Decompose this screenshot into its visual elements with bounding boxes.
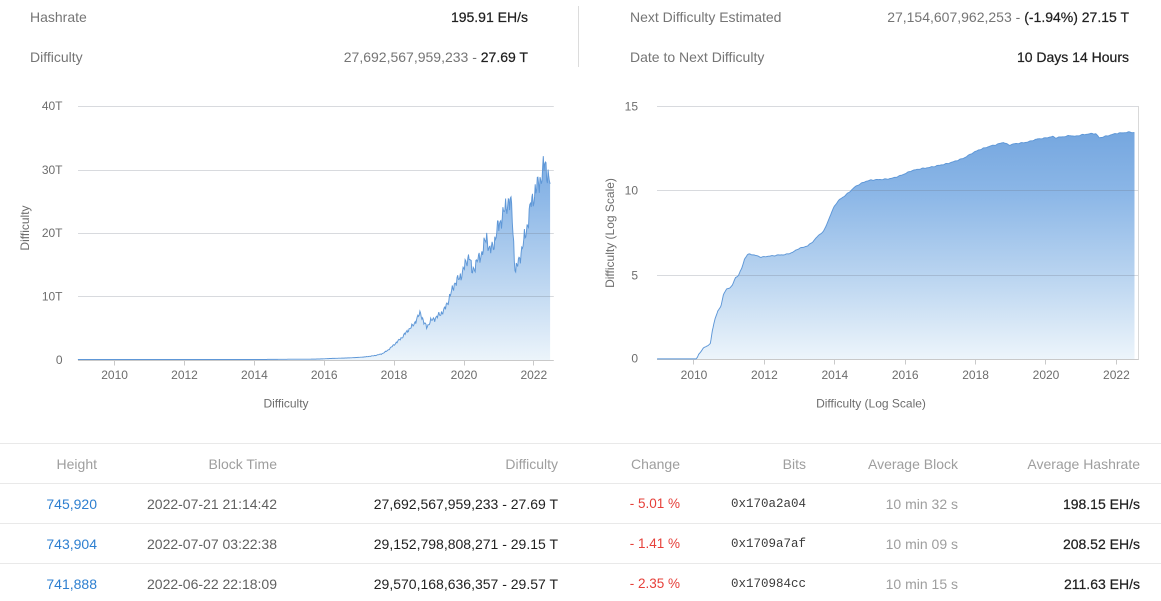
- svg-text:2018: 2018: [962, 368, 989, 382]
- svg-text:Difficulty (Log Scale): Difficulty (Log Scale): [603, 178, 617, 288]
- svg-text:2022: 2022: [520, 368, 547, 382]
- svg-text:30T: 30T: [42, 163, 63, 177]
- svg-text:2020: 2020: [451, 368, 478, 382]
- svg-text:40T: 40T: [42, 99, 63, 113]
- svg-text:20T: 20T: [42, 226, 63, 240]
- svg-text:2012: 2012: [751, 368, 778, 382]
- svg-text:5: 5: [631, 269, 638, 283]
- svg-text:2010: 2010: [681, 368, 708, 382]
- svg-text:2016: 2016: [311, 368, 338, 382]
- svg-text:10T: 10T: [42, 290, 63, 304]
- svg-text:0: 0: [631, 352, 638, 366]
- svg-text:2020: 2020: [1033, 368, 1060, 382]
- svg-text:2010: 2010: [101, 368, 128, 382]
- svg-text:2012: 2012: [171, 368, 198, 382]
- svg-text:10: 10: [625, 184, 639, 198]
- svg-text:2022: 2022: [1103, 368, 1130, 382]
- svg-text:2014: 2014: [241, 368, 268, 382]
- svg-text:Difficulty (Log Scale): Difficulty (Log Scale): [816, 397, 926, 411]
- svg-text:0: 0: [56, 353, 63, 367]
- svg-text:2018: 2018: [381, 368, 408, 382]
- svg-text:Difficulty: Difficulty: [263, 397, 308, 411]
- svg-text:2016: 2016: [892, 368, 919, 382]
- svg-text:15: 15: [625, 100, 639, 114]
- svg-text:2014: 2014: [821, 368, 848, 382]
- svg-text:Difficulty: Difficulty: [18, 205, 32, 250]
